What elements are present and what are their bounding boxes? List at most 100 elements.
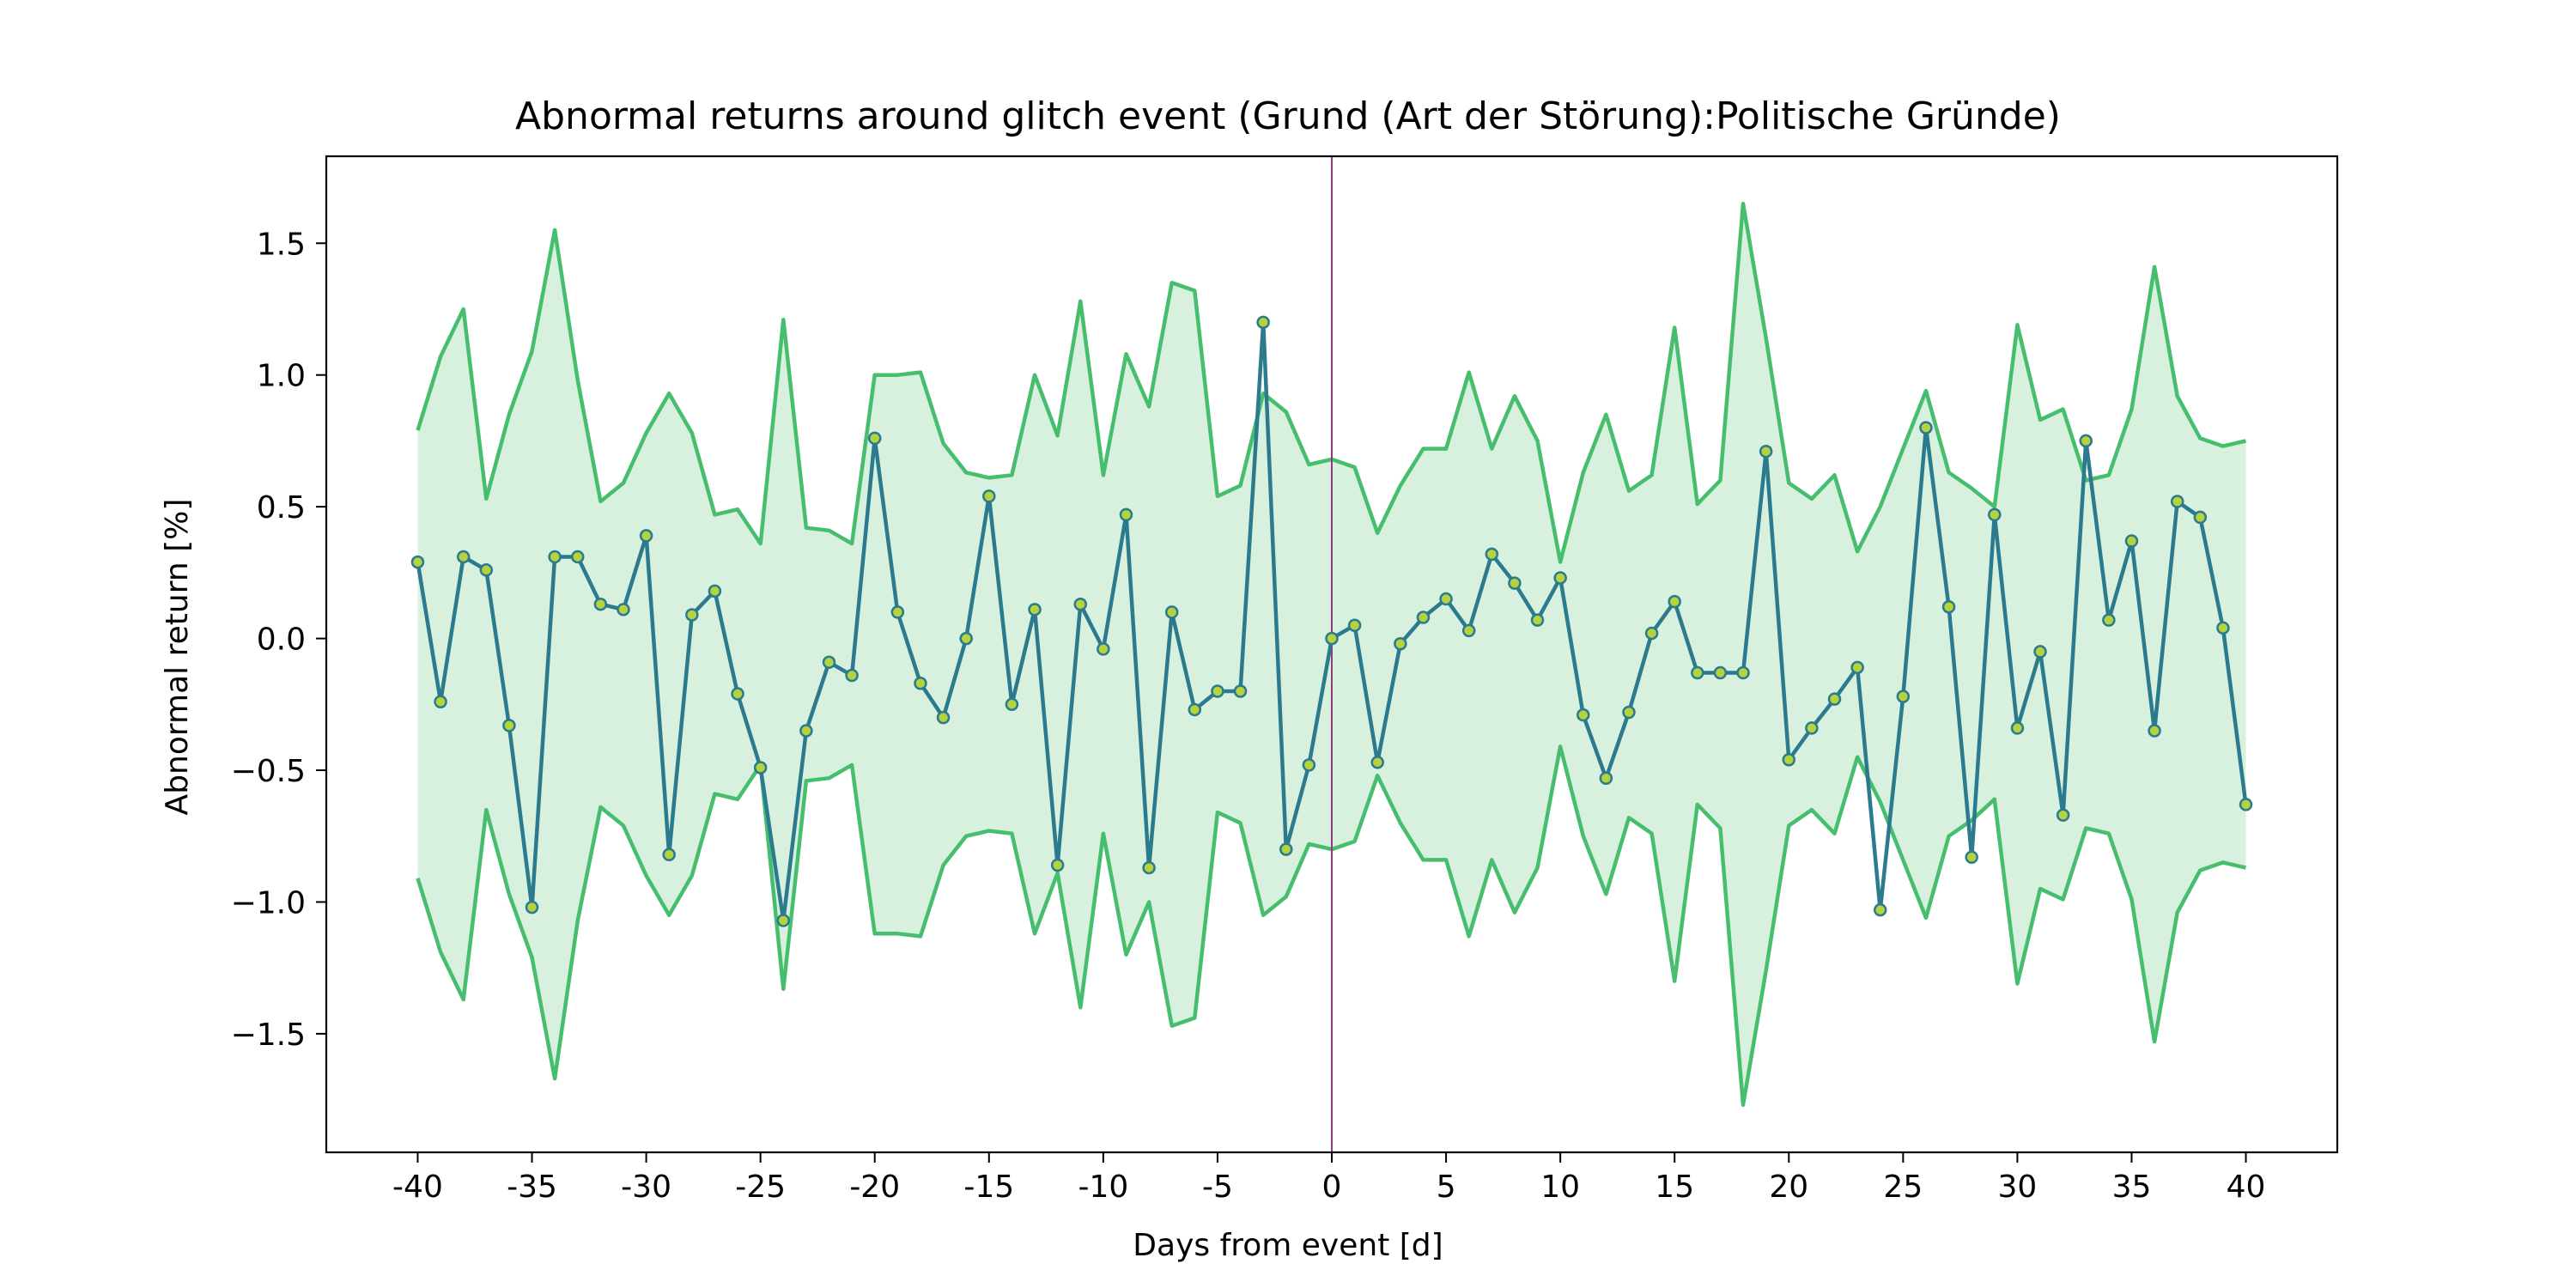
data-point (2148, 724, 2161, 738)
data-point (1873, 902, 1887, 917)
x-tick-label: -5 (1202, 1170, 1233, 1205)
data-point (1461, 623, 1476, 638)
data-point (1073, 597, 1087, 611)
data-point (1530, 613, 1545, 627)
data-point (2239, 798, 2253, 811)
data-point (1233, 684, 1248, 698)
x-tick-label: 15 (1655, 1170, 1694, 1205)
data-point (1736, 665, 1750, 680)
data-point (845, 668, 859, 683)
data-point (2170, 495, 2184, 508)
x-tick-label: -25 (735, 1170, 786, 1205)
data-point (639, 529, 653, 543)
data-point (890, 605, 905, 619)
data-point (1005, 697, 1019, 712)
x-axis-title: Days from event [d] (1133, 1228, 1443, 1263)
data-point (1622, 705, 1636, 720)
data-point (731, 687, 744, 701)
data-point (914, 677, 927, 690)
x-tick-label: -15 (963, 1170, 1014, 1205)
data-point (685, 608, 699, 622)
data-point (1850, 660, 1864, 675)
x-tick-label: -30 (621, 1170, 671, 1205)
data-point (1164, 605, 1179, 619)
x-tick-label: -35 (507, 1170, 557, 1205)
y-tick-label: 0.0 (257, 623, 306, 658)
data-point (2010, 721, 2025, 735)
data-point (410, 555, 425, 569)
data-point (1965, 850, 1978, 865)
x-tick-label: 35 (2112, 1170, 2152, 1205)
data-point (1347, 618, 1362, 632)
data-point (867, 431, 882, 446)
data-point (548, 550, 562, 564)
x-tick-label: 5 (1437, 1170, 1456, 1205)
data-point (2193, 510, 2208, 525)
x-tick-label: 25 (1883, 1170, 1923, 1205)
data-point (1805, 721, 1819, 735)
data-point (1416, 611, 1431, 624)
data-point (1988, 507, 2002, 522)
chart-title: Abnormal returns around glitch event (Gr… (515, 94, 2061, 138)
y-tick-label: −1.0 (231, 885, 306, 920)
data-point (1325, 631, 1339, 646)
data-point (1599, 771, 1613, 785)
y-axis-title: Abnormal return [%] (160, 499, 195, 816)
data-point (1759, 444, 1773, 459)
x-tick-label: -40 (392, 1170, 443, 1205)
data-point (1691, 665, 1704, 680)
data-point (1896, 690, 1911, 703)
data-point (982, 489, 996, 503)
data-point (1256, 315, 1270, 330)
data-point (2102, 613, 2116, 627)
data-point (799, 724, 813, 738)
data-point (776, 914, 791, 927)
data-point (1485, 547, 1499, 562)
y-tick-label: 0.5 (257, 490, 306, 526)
data-point (1919, 421, 1933, 434)
data-point (1508, 576, 1522, 590)
y-tick-label: 1.0 (257, 359, 306, 394)
data-point (1302, 758, 1316, 772)
data-point (1713, 665, 1728, 680)
data-point (1119, 507, 1133, 522)
x-tick-label: 40 (2227, 1170, 2266, 1205)
data-point (456, 550, 471, 564)
data-point (1394, 636, 1407, 651)
x-tick-label: 0 (1322, 1170, 1342, 1205)
y-tick-label: −0.5 (231, 754, 306, 789)
data-point (1279, 842, 1293, 856)
data-point (1644, 626, 1659, 641)
data-point (571, 550, 585, 564)
plot-area: -40 -35 -30 -25 -20 -15 -10 -5 0 5 10 15 20 25 30 35 40 −… (231, 155, 2339, 1205)
data-point (502, 719, 516, 732)
x-tick-label: 30 (1998, 1170, 2038, 1205)
data-point (1370, 756, 1384, 769)
x-tick-label: 20 (1769, 1170, 1808, 1205)
y-tick-label: 1.5 (257, 227, 306, 262)
data-point (936, 710, 951, 725)
data-point (1439, 592, 1453, 606)
data-point (1577, 708, 1590, 722)
data-point (959, 631, 973, 646)
data-point (2124, 534, 2139, 548)
data-point (617, 603, 630, 617)
data-point (1782, 753, 1796, 767)
data-point (2079, 434, 2093, 448)
data-point (1142, 860, 1156, 875)
data-point (1668, 594, 1681, 609)
data-point (1097, 642, 1110, 656)
data-point (662, 848, 676, 861)
data-point (753, 761, 768, 775)
data-point (708, 584, 722, 598)
x-tick-label: -10 (1078, 1170, 1128, 1205)
data-point (525, 900, 539, 914)
data-point (2216, 621, 2230, 635)
x-tick-label: -20 (849, 1170, 900, 1205)
data-point (1827, 692, 1842, 706)
data-point (1028, 603, 1042, 617)
data-point (2033, 645, 2047, 659)
data-point (822, 655, 836, 669)
